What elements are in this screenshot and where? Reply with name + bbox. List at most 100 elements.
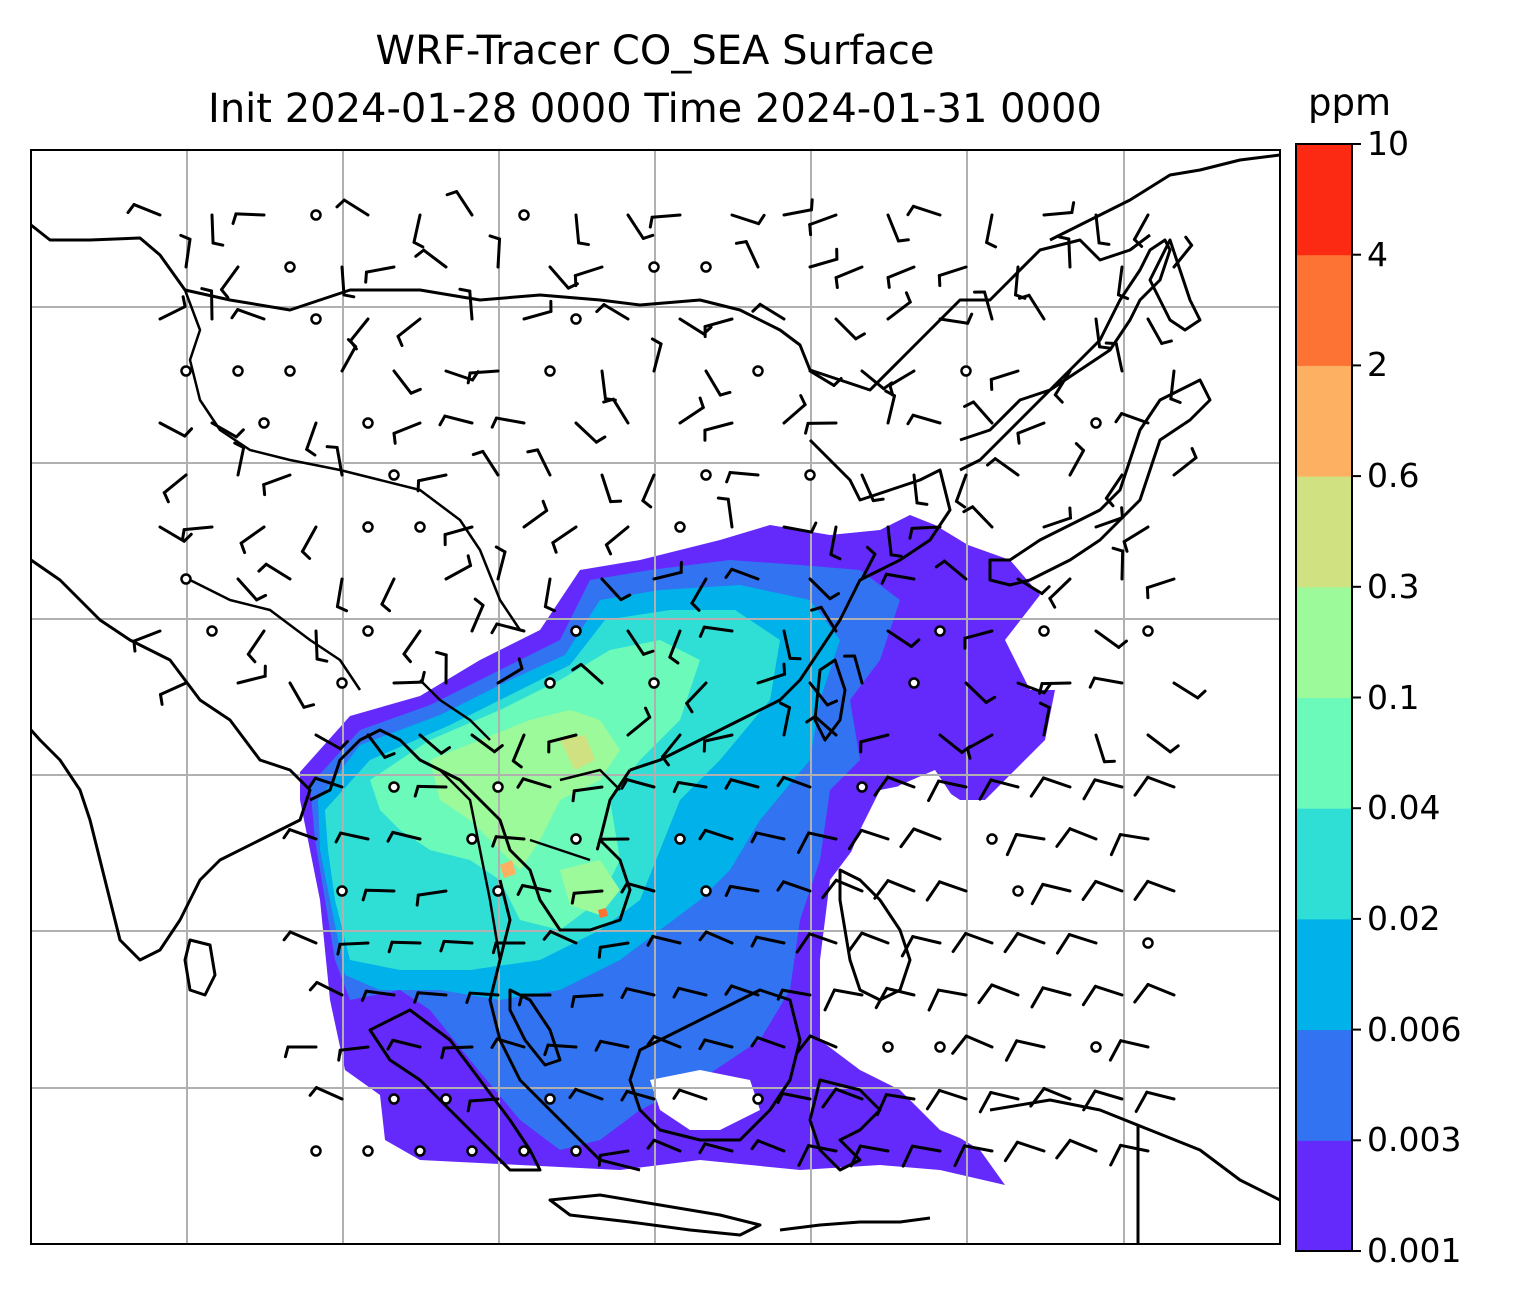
wind-barb-staff [626, 715, 652, 737]
wind-barb-flag [282, 828, 292, 840]
wind-barb-staff [782, 880, 812, 893]
wind-barb-flag [416, 479, 421, 493]
wind-barb-staff [495, 622, 526, 633]
wind-barb-staff [936, 988, 968, 997]
wind-barb-staff [782, 525, 814, 534]
wind-barb-flag [873, 775, 890, 797]
wind-barb-staff [547, 733, 578, 744]
wind-barb-staff [158, 305, 187, 321]
calm-wind-circle [804, 469, 816, 481]
wind-barb-flag [1145, 586, 1150, 600]
wind-barb-staff [239, 525, 266, 545]
wind-barb-flag [619, 593, 632, 602]
wind-barb-staff [1094, 317, 1102, 349]
colorbar-tick-label: 0.3 [1367, 566, 1420, 606]
coastline-malay [508, 988, 562, 1067]
wind-barb-staff [572, 993, 604, 999]
wind-barb-staff [402, 629, 422, 656]
map-title-line2: Init 2024-01-28 0000 Time 2024-01-31 000… [208, 86, 1102, 132]
wind-barb-staff [158, 421, 187, 438]
wind-barb-staff [886, 300, 912, 321]
wind-barb-flag [906, 204, 915, 217]
wind-barb-staff [598, 1149, 630, 1157]
wind-barb-staff [574, 213, 581, 245]
wind-barb-staff [726, 497, 734, 529]
wind-barb-staff [262, 473, 292, 487]
wind-barb-flag [1133, 879, 1150, 901]
wind-barb-staff [522, 509, 549, 529]
wind-barb-staff [911, 204, 942, 217]
calm-wind-circle [336, 885, 348, 897]
coastline-sumatra [368, 1008, 542, 1172]
wind-barb-staff [340, 265, 346, 297]
wind-barb-flag [494, 545, 507, 554]
wind-barb-flag [573, 274, 578, 288]
wind-barb-flag [1005, 833, 1018, 857]
wind-barb-flag [490, 1037, 499, 1049]
wind-barb-flag [672, 781, 680, 794]
wind-barb-staff [548, 930, 578, 945]
calm-wind-circle [1012, 885, 1024, 897]
wind-barb-staff [1172, 681, 1200, 700]
wind-barb-staff [468, 369, 500, 375]
colorbar-unit-label: ppm [1308, 81, 1392, 124]
wind-barb-flag [698, 396, 705, 409]
map-frame [30, 149, 1281, 1245]
wind-barb-staff [220, 265, 240, 292]
wind-barb-flag [491, 941, 498, 955]
wind-barb-flag [595, 837, 602, 851]
wind-barb-flag [543, 1043, 550, 1057]
wind-barb-flag [413, 784, 420, 798]
wind-barb-staff [314, 629, 319, 661]
wind-barb-staff [1042, 516, 1073, 529]
wind-barb-staff [1016, 421, 1046, 435]
wind-barb-staff [1114, 342, 1124, 373]
wind-barb-flag [305, 447, 317, 457]
wind-barb-staff [600, 369, 607, 401]
wind-barb-staff [496, 550, 507, 581]
wind-barb-flag [458, 287, 472, 293]
wind-barb-flag [821, 878, 838, 900]
wind-barb-flag [1097, 241, 1111, 246]
wind-barb-staff [756, 1036, 786, 1049]
wind-barb-staff [677, 1088, 708, 1101]
wind-barb-staff [468, 1097, 500, 1103]
wind-barb-staff [859, 828, 890, 841]
wind-barb-flag [1169, 397, 1182, 404]
wind-barb-staff [1122, 525, 1150, 544]
wind-barb-flag [825, 699, 839, 707]
wind-barb-flag [1004, 1039, 1019, 1062]
wind-barb-flag [641, 233, 655, 240]
wind-barb-staff [728, 470, 760, 477]
wind-barb-staff [807, 1144, 838, 1153]
calm-wind-circle [570, 313, 582, 325]
calm-wind-circle [674, 521, 686, 533]
wind-barb-flag [488, 234, 502, 241]
wind-barb-flag [473, 597, 485, 607]
wind-barb-staff [782, 706, 791, 737]
wind-barb-flag [542, 930, 552, 941]
wind-barb-staff [210, 421, 238, 439]
wind-barb-staff [860, 552, 877, 581]
wind-barb-flag [977, 983, 994, 1005]
wind-barb-staff [966, 733, 994, 751]
wind-barb-staff [652, 1034, 682, 1049]
wind-barb-flag [1057, 235, 1071, 241]
wind-barb-flag [650, 337, 663, 346]
wind-barb-staff [314, 733, 342, 751]
wind-barb-flag [966, 747, 972, 760]
wind-barb-staff [963, 629, 994, 640]
wind-barb-flag [1109, 833, 1122, 857]
coastline-japan-north [1148, 238, 1202, 332]
coastline-indochina [309, 728, 632, 932]
wind-barb-staff [972, 400, 994, 425]
wind-barb-flag [594, 1039, 603, 1052]
wind-barb-staff [236, 446, 246, 477]
wind-barb-staff [954, 473, 968, 503]
wind-barb-staff [1068, 1138, 1098, 1153]
wind-barb-staff [574, 421, 598, 444]
wind-barb-flag [847, 931, 864, 953]
wind-barb-staff [964, 1034, 994, 1049]
wind-barb-staff [886, 213, 900, 243]
wind-barb-flag [283, 1045, 290, 1059]
